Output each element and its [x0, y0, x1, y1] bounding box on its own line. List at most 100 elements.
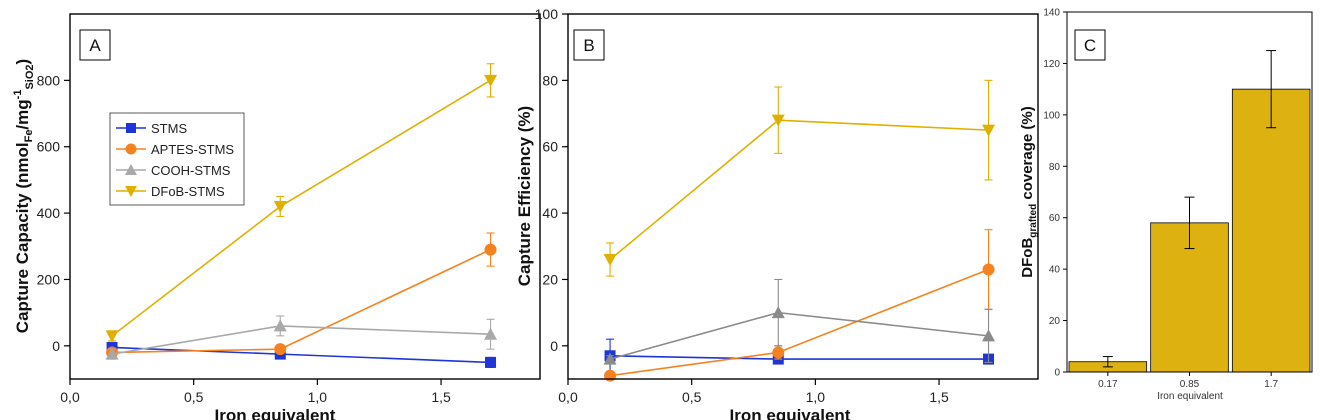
panel-b-point-cooh-stms	[771, 306, 785, 319]
legend-label-dfob-stms: DFoB-STMS	[151, 184, 225, 199]
panel-c: 0.17 0.85 1.7 0 20 40 60 80 100 120 140 C Iron eq…	[1019, 8, 1313, 402]
panel-a-point-cooh-stms	[484, 327, 498, 340]
panel-a-letter-box: A	[79, 29, 111, 61]
panel-c-letter: C	[1084, 36, 1096, 55]
panel-a-point-dfob-stms	[105, 330, 119, 343]
panel-c-y-tick-label: 20	[1049, 316, 1061, 327]
panel-a-y-tick-label: 0	[52, 338, 60, 354]
panel-b-series-line-stms	[610, 354, 989, 360]
panel-a-x-axis-label: Iron equivalent	[215, 406, 336, 420]
panel-c-y-tick-label: 140	[1043, 8, 1060, 19]
panel-c-y-tick-label: 60	[1049, 213, 1061, 224]
legend-label-cooh-stms: COOH-STMS	[151, 163, 231, 178]
panel-c-error-bar	[1266, 50, 1277, 129]
panel-c-plot-area	[1068, 50, 1311, 373]
panel-a-x-tick-label: 0,0	[60, 389, 80, 405]
panel-c-ylabel-end: coverage (%)	[1019, 106, 1036, 204]
panel-a-series-line-aptes-stms	[112, 248, 491, 354]
panel-b-letter: B	[583, 36, 594, 55]
legend-label-aptes-stms: APTES-STMS	[151, 142, 234, 157]
panel-a-frame	[69, 13, 541, 380]
panel-b-x-ticks: 0,0 0,5 1,0 1,5	[558, 379, 949, 405]
legend-swatch-marker-stms	[126, 123, 136, 133]
panel-b-point-aptes-stms	[772, 346, 785, 359]
panel-b-x-axis-label: Iron equivalent	[730, 406, 851, 420]
panel-a-x-ticks: 0,0 0,5 1,0 1,5	[60, 379, 451, 405]
panel-b-y-tick-label: 100	[535, 6, 559, 22]
panel-c-y-tick-label: 0	[1054, 368, 1060, 379]
panel-b-x-tick-label: 0,5	[682, 389, 702, 405]
panel-a-series-line-stms	[112, 346, 491, 364]
panel-a-ylabel-sub1: Fe	[23, 130, 35, 143]
panel-c-ylabel-sub: grafted	[1028, 204, 1039, 238]
panel-a-point-dfob-stms	[273, 200, 287, 213]
panel-b-y-tick-label: 80	[542, 72, 558, 88]
panel-c-x-tick-label: 0.17	[1098, 379, 1118, 390]
panel-b-point-dfob-stms	[603, 254, 617, 267]
panel-a-y-tick-label: 400	[37, 205, 61, 221]
panel-a-y-ticks: 0 200 400 600 800	[37, 72, 70, 354]
panel-c-y-tick-label: 100	[1043, 110, 1060, 121]
panel-b-point-dfob-stms	[982, 124, 996, 137]
legend-item-cooh-stms: COOH-STMS	[116, 163, 231, 178]
panel-b-letter-box: B	[573, 29, 605, 61]
panel-b-y-axis-label: Capture Efficiency (%)	[515, 106, 534, 286]
panel-b-point-cooh-stms	[603, 352, 617, 365]
legend-swatch-marker-cooh-stms	[125, 164, 137, 175]
panel-a-ylabel-mid: /mg	[13, 99, 32, 129]
panel-b-point-cooh-stms	[982, 329, 996, 342]
panel-a-plot-area	[105, 63, 498, 368]
panel-a-y-tick-label: 800	[37, 72, 61, 88]
panel-c-y-tick-label: 80	[1049, 162, 1061, 173]
legend-swatch-marker-dfob-stms	[125, 186, 137, 197]
panel-b-x-tick-label: 1,0	[806, 389, 826, 405]
panel-b: 0,0 0,5 1,0 1,5 0 20 40 60 80 100 B Iron equival…	[515, 6, 1039, 420]
panel-c-error-bar	[1102, 356, 1113, 368]
panel-b-point-dfob-stms	[771, 114, 785, 127]
panel-c-ylabel-main: DFoB	[1019, 238, 1036, 278]
panel-a-y-tick-label: 200	[37, 271, 61, 287]
panel-a-point-cooh-stms	[273, 319, 287, 332]
panel-c-letter-box: C	[1074, 29, 1106, 61]
panel-b-y-tick-label: 20	[542, 271, 558, 287]
panel-a-point-cooh-stms	[105, 347, 119, 360]
panel-c-x-ticks: 0.17 0.85 1.7	[1098, 372, 1279, 390]
panel-b-y-tick-label: 0	[550, 338, 558, 354]
panel-b-y-tick-label: 60	[542, 139, 558, 155]
panel-c-x-axis-label: Iron equivalent	[1157, 391, 1223, 402]
panel-a-point-aptes-stms	[274, 343, 287, 356]
panel-a-ylabel-main: Capture Capacity (nmol	[13, 142, 32, 333]
panel-a-point-aptes-stms	[484, 243, 497, 256]
panel-b-series-line-dfob-stms	[609, 119, 989, 261]
panel-c-bar	[1231, 88, 1311, 373]
panel-b-x-tick-label: 0,0	[558, 389, 578, 405]
legend-item-dfob-stms: DFoB-STMS	[116, 184, 225, 199]
panel-c-y-tick-label: 40	[1049, 265, 1061, 276]
panel-a-y-axis-label: Capture Capacity (nmolFe/mg-1SiO2)	[12, 59, 36, 333]
panel-c-y-tick-label: 120	[1043, 59, 1060, 70]
legend-item-aptes-stms: APTES-STMS	[116, 142, 234, 157]
panel-a: 0,0 0,5 1,0 1,5 0 200 400 600 800 A STMS APTES-S…	[12, 13, 541, 420]
panel-b-frame	[567, 13, 1039, 380]
panel-c-error-bar	[1184, 196, 1195, 250]
panel-a-x-tick-label: 0,5	[184, 389, 204, 405]
panel-a-ylabel-end: )	[13, 59, 32, 65]
panel-a-letter: A	[89, 36, 101, 55]
panel-c-x-tick-label: 0.85	[1180, 379, 1200, 390]
panel-a-point-dfob-stms	[484, 74, 498, 87]
panel-a-x-tick-label: 1,0	[308, 389, 328, 405]
panel-a-x-tick-label: 1,5	[431, 389, 451, 405]
panel-c-x-tick-label: 1.7	[1264, 379, 1278, 390]
panel-c-y-axis-label: DFoBgrafted coverage (%)	[1019, 106, 1039, 277]
panel-a-ylabel-sup: -1	[12, 90, 24, 100]
panel-a-y-tick-label: 600	[37, 139, 61, 155]
panel-b-point-aptes-stms	[982, 263, 995, 276]
legend-item-stms: STMS	[116, 121, 187, 136]
panel-a-point-stms	[485, 356, 497, 368]
legend-swatch-marker-aptes-stms	[125, 143, 137, 155]
panel-b-plot-area	[603, 79, 996, 382]
panel-c-y-ticks: 0 20 40 60 80 100 120 140	[1043, 8, 1067, 379]
panel-b-point-aptes-stms	[604, 369, 617, 382]
legend-label-stms: STMS	[151, 121, 187, 136]
